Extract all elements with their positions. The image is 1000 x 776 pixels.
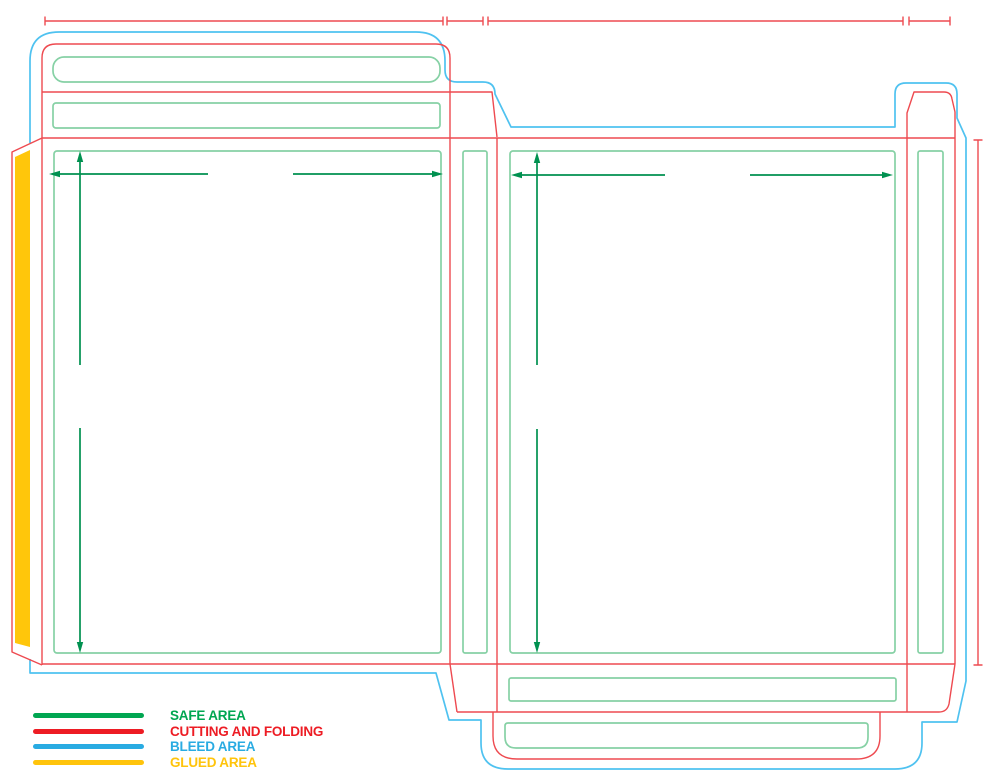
safe-area-label: SAFE AREA <box>170 708 246 723</box>
cutting-and-folding-swatch <box>33 728 144 734</box>
cutting-and-folding-label: CUTTING AND FOLDING <box>170 723 324 739</box>
cut-fold-lines <box>11 43 956 760</box>
bleed-outline <box>29 31 967 770</box>
glued-area-swatch <box>33 759 144 765</box>
glued-area-fill <box>15 150 30 647</box>
legend: SAFE AREA CUTTING AND FOLDING BLEED AREA GL… <box>33 708 453 770</box>
safe-area-rects <box>52 56 944 749</box>
safe-rect-left-panel <box>53 150 442 654</box>
bleed-area-label: BLEED AREA <box>170 739 256 754</box>
safe-rect-middle-strip <box>462 150 488 654</box>
safe-rect-top-strip <box>52 102 441 129</box>
safe-rect-right-strip <box>917 150 944 654</box>
legend-row-bleed-area: BLEED AREA <box>33 739 453 755</box>
dimension-line-right <box>973 139 983 666</box>
safe-area-swatch <box>33 713 144 719</box>
safe-rect-top-flap <box>52 56 441 83</box>
legend-row-safe-area: SAFE AREA <box>33 708 453 724</box>
safe-rect-bottom-strip <box>508 677 897 702</box>
glued-area-label: GLUED AREA <box>170 754 257 770</box>
safe-rect-bottom-flap <box>504 722 869 749</box>
legend-row-cutting-and-folding: CUTTING AND FOLDING <box>33 724 453 740</box>
dimension-line-top <box>44 16 951 26</box>
legend-row-glued-area: GLUED AREA <box>33 755 453 771</box>
panel-dimension-arrows <box>49 151 893 653</box>
safe-rect-right-panel <box>509 150 896 654</box>
bleed-area-swatch <box>33 744 144 750</box>
